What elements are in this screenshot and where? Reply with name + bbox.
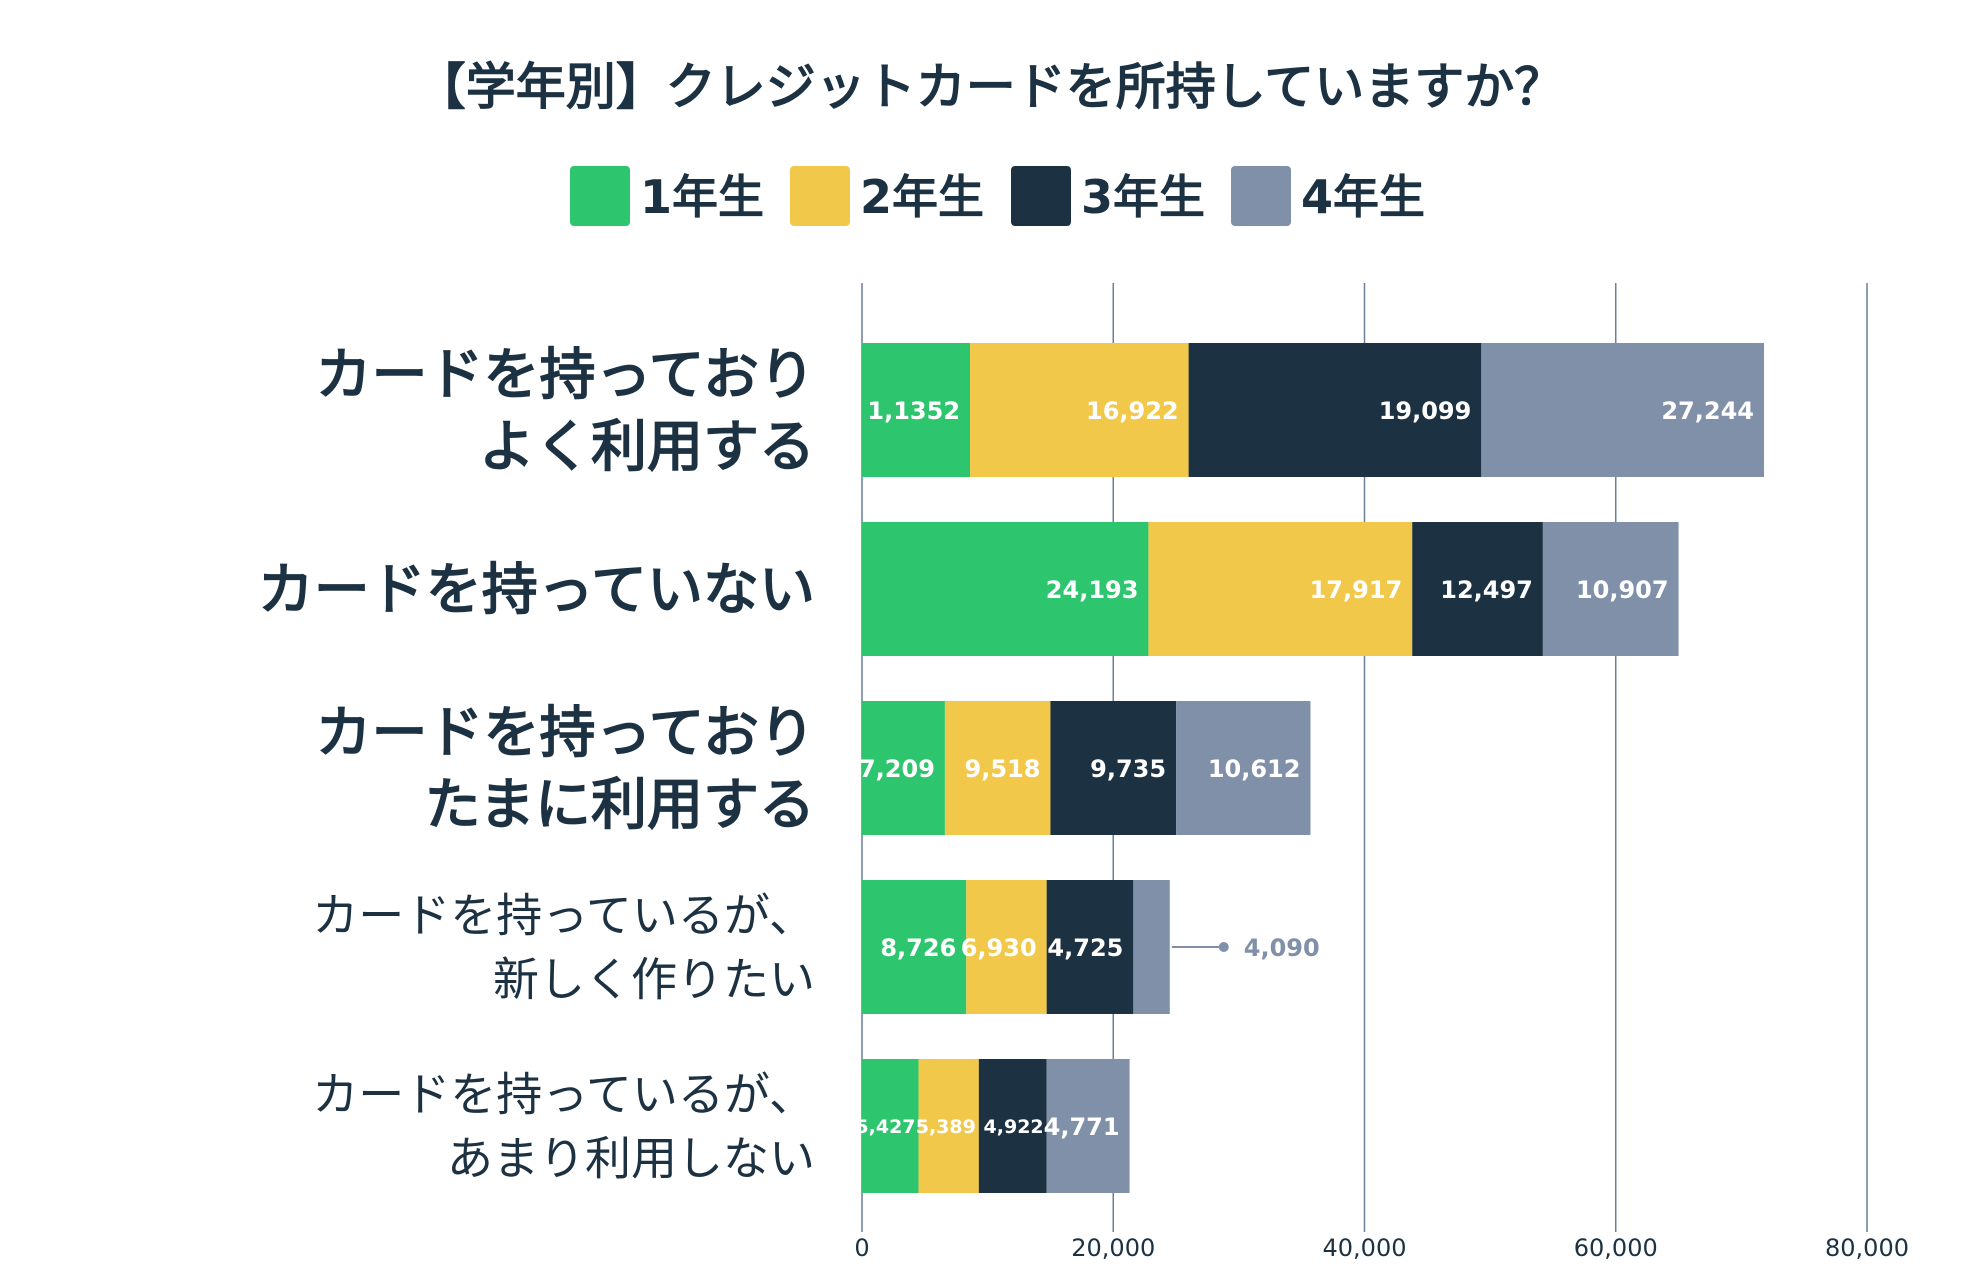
x-axis-ticks: 0 20,000 40,000 60,000 80,000	[854, 1234, 1909, 1262]
x-tick-label: 80,000	[1825, 1234, 1909, 1262]
bar-segment	[862, 522, 1149, 656]
legend-swatch-3	[1011, 166, 1071, 226]
bar-segment	[1050, 701, 1177, 835]
callouts: 4,090	[1171, 934, 1320, 962]
legend-label-1: 1年生	[640, 170, 764, 224]
bar-segment	[1133, 880, 1170, 1014]
bar-segment	[862, 701, 945, 835]
bar-segment	[862, 343, 971, 477]
bar-value-label: 6,930	[961, 934, 1037, 962]
category-label: 新しく作りたい	[493, 953, 815, 1007]
category-label: あまり利用しない	[447, 1132, 815, 1186]
bar-value-label: 4,922	[984, 1116, 1044, 1138]
bar-value-label: 4,725	[1047, 934, 1123, 962]
bar-value-label: 4,771	[1044, 1113, 1120, 1141]
legend-swatch-1	[570, 166, 630, 226]
bar-value-label: 24,193	[1046, 576, 1139, 604]
bar-segment	[970, 343, 1189, 477]
bar-value-label: 17,917	[1310, 576, 1403, 604]
legend-swatch-4	[1231, 166, 1291, 226]
legend-swatch-2	[790, 166, 850, 226]
legend-label-2: 2年生	[860, 170, 984, 224]
bar-segment	[1176, 701, 1311, 835]
category-labels: カードを持っておりよく利用するカードを持っていないカードを持っておりたまに利用す…	[258, 343, 815, 1185]
bar-segment	[1046, 880, 1134, 1014]
bar-value-label: 5,427	[855, 1116, 915, 1138]
legend: 1年生 2年生 3年生 4年生	[570, 166, 1425, 226]
x-tick-label: 60,000	[1574, 1234, 1658, 1262]
bar-segment	[944, 701, 1051, 835]
bar-value-label: 5,389	[916, 1116, 976, 1138]
chart-title: 【学年別】クレジットカードを所持していますか？	[416, 58, 1565, 116]
bar-segment	[862, 880, 967, 1014]
bar-value-label: 1,1352	[867, 397, 960, 425]
bar-value-label: 19,099	[1379, 397, 1472, 425]
category-label: カードを持っているが、	[312, 889, 815, 943]
bar-segment	[1542, 522, 1679, 656]
category-label: たまに利用する	[425, 773, 815, 838]
callout-value-label: 4,090	[1244, 934, 1320, 962]
bar-value-label: 8,726	[880, 934, 956, 962]
legend-label-4: 4年生	[1301, 170, 1425, 224]
category-label: よく利用する	[479, 415, 815, 480]
bar-segment	[978, 1059, 1047, 1193]
bar-segment	[1412, 522, 1543, 656]
x-tick-label: 0	[854, 1234, 869, 1262]
bar-value-label: 9,518	[965, 755, 1041, 783]
callout-dot	[1218, 942, 1229, 952]
bar-segment	[918, 1059, 979, 1193]
category-label: カードを持っていない	[258, 558, 815, 623]
category-label: カードを持っており	[315, 701, 815, 766]
bar-value-label: 27,244	[1661, 397, 1754, 425]
bar-segment	[862, 1059, 919, 1193]
bars: 1,1352 16,922 19,099 27,244 24,193 17,917 12,4…	[855, 343, 1764, 1193]
bar-segment	[966, 880, 1047, 1014]
bar-value-label: 10,907	[1576, 576, 1669, 604]
bar-value-label: 9,735	[1090, 755, 1166, 783]
x-tick-label: 40,000	[1323, 1234, 1407, 1262]
x-tick-label: 20,000	[1071, 1234, 1155, 1262]
bar-segment	[1481, 343, 1764, 477]
legend-label-3: 3年生	[1081, 170, 1205, 224]
bar-value-label: 16,922	[1086, 397, 1179, 425]
category-label: カードを持っているが、	[312, 1068, 815, 1122]
bar-value-label: 7,209	[859, 755, 935, 783]
bar-segment	[1148, 522, 1413, 656]
bar-segment	[1046, 1059, 1130, 1193]
category-label: カードを持っており	[315, 343, 815, 408]
bar-value-label: 10,612	[1208, 755, 1301, 783]
bar-segment	[1188, 343, 1482, 477]
bar-value-label: 12,497	[1440, 576, 1533, 604]
